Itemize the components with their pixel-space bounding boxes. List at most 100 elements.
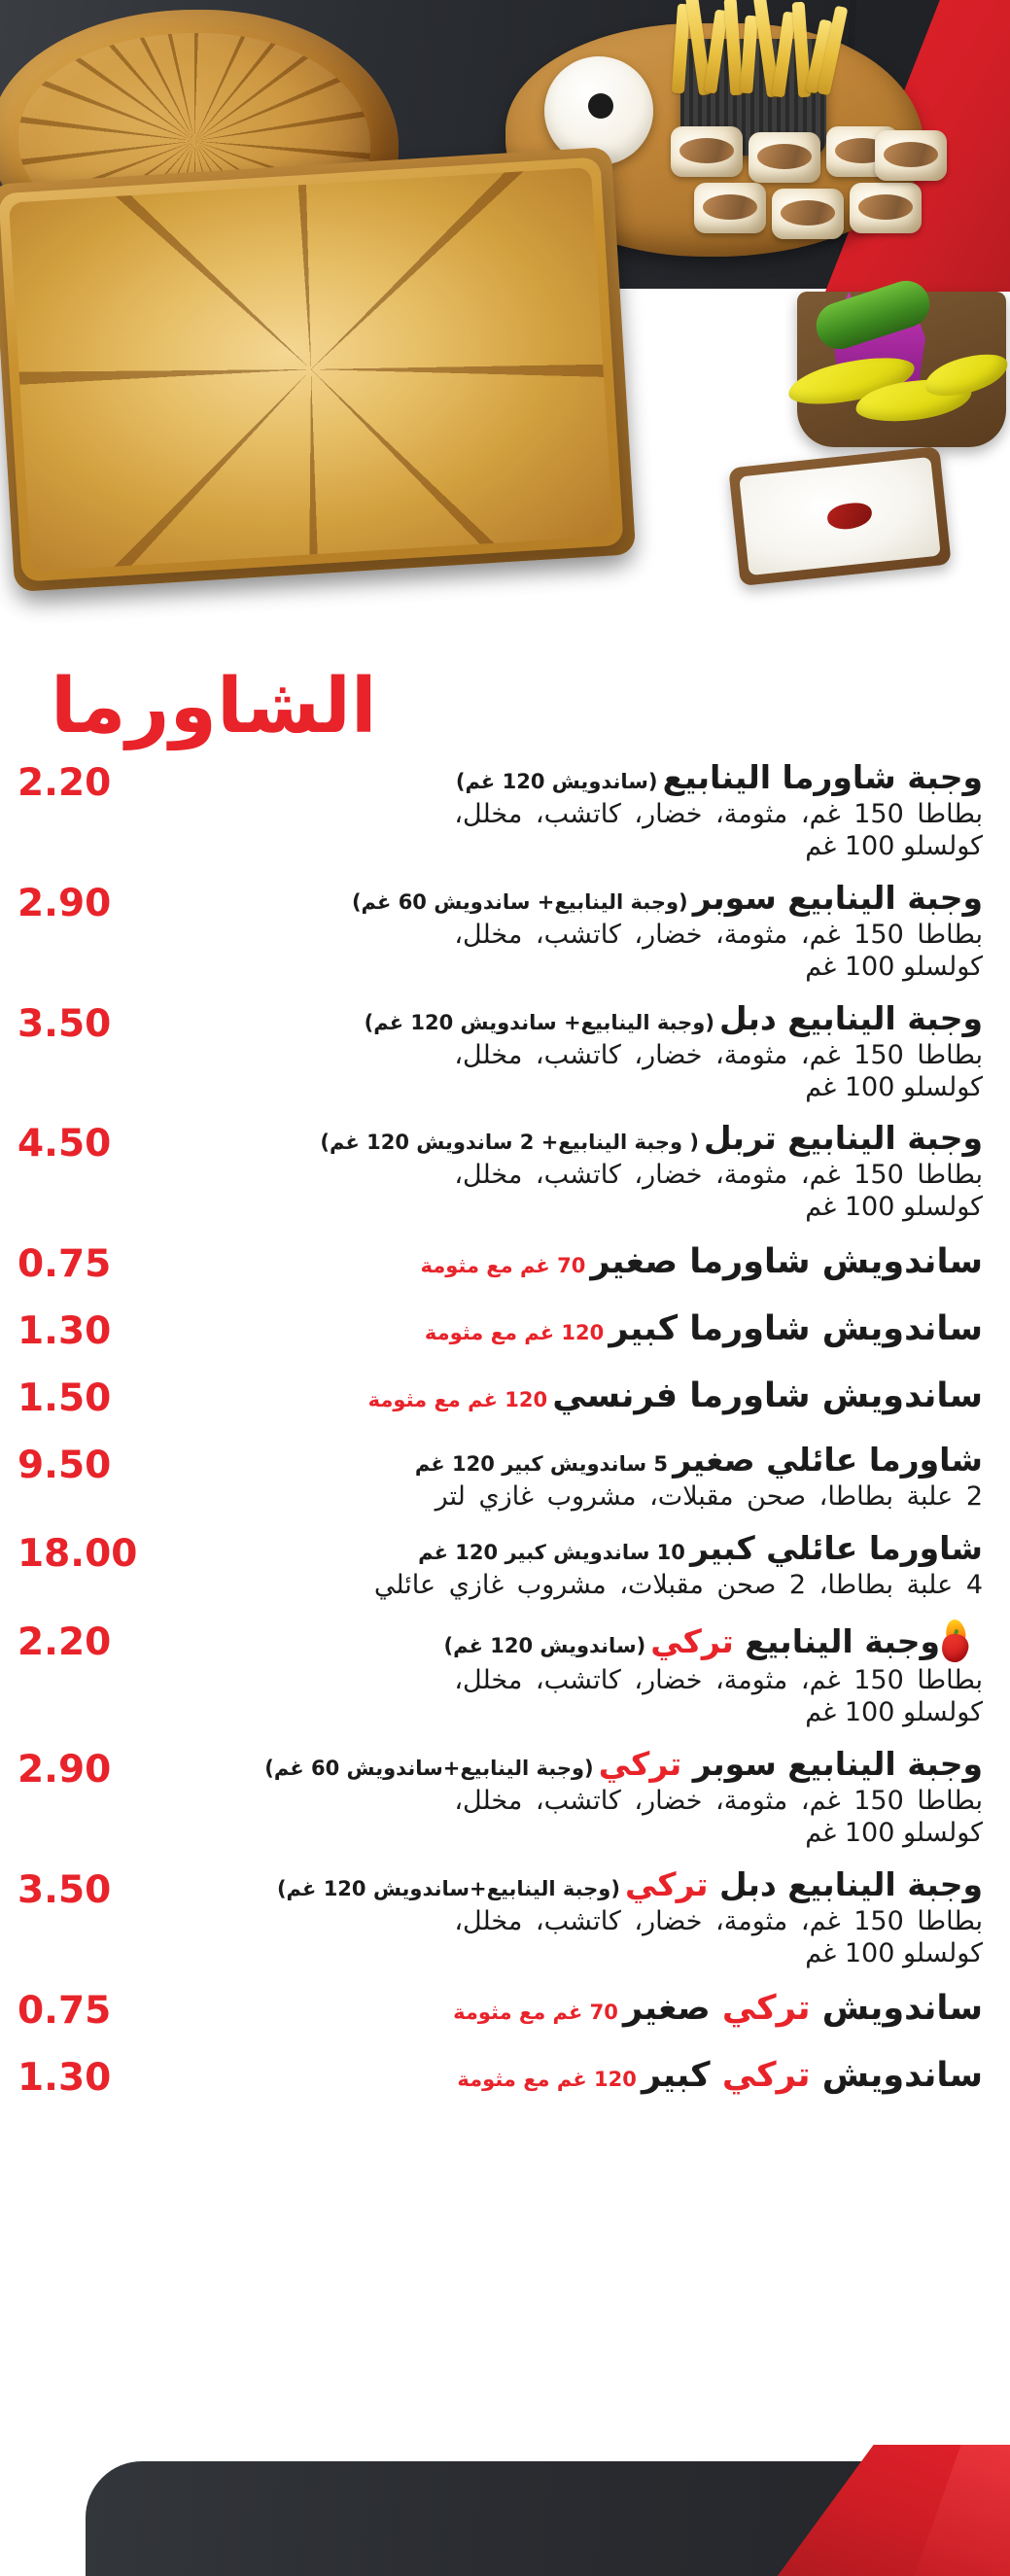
- spicy-chili-flame-icon: [939, 1618, 973, 1665]
- menu-item: 3.50 وجبة الينابيع دبل (وجبة الينابيع+ سا…: [0, 999, 1010, 1104]
- menu-item-row: 2.20 وجبة الينابيع تركي (ساندويش 120 غم) ب…: [0, 1618, 1010, 1729]
- menu-item: 1.30 ساندويش تركي كبير 120 غم مع مثومة: [0, 2055, 1010, 2097]
- item-price: 4.50: [17, 1122, 112, 1166]
- yogurt-dip-dish: [728, 445, 952, 587]
- item-quantity: (وجبة الينابيع+ساندويش 120 غم): [276, 1876, 620, 1900]
- item-price: 2.20: [17, 761, 112, 805]
- item-name-base: ساندويش شاورما كبير: [609, 1309, 983, 1349]
- menu-item-row: 3.50 وجبة الينابيع دبل تركي (وجبة الينابي…: [0, 1864, 1010, 1970]
- item-name-line: ساندويش تركي صغير 70 غم مع مثومة: [126, 1989, 983, 2028]
- item-text-block: وجبة شاورما الينابيع (ساندويش 120 غم) بطا…: [111, 758, 984, 863]
- menu-item: 2.90 وجبة الينابيع سوبر (وجبة الينابيع+ س…: [0, 878, 1010, 984]
- item-description: 2 علبة بطاطا، صحن مقبلات، مشروب غازي لتر: [435, 1481, 983, 1513]
- item-text-block: وجبة الينابيع دبل (وجبة الينابيع+ ساندوي…: [111, 999, 984, 1104]
- item-quantity: 120 غم مع مثومة: [424, 1321, 605, 1345]
- item-name-line: ساندويش شاورما فرنسي 120 غم مع مثومة: [126, 1377, 984, 1415]
- item-price: 3.50: [17, 1001, 112, 1046]
- item-description-line2: كولسلو 100 غم: [805, 951, 983, 982]
- item-name-base: وجبة الينابيع دبل: [708, 1864, 983, 1903]
- item-text-block: شاورما عائلي صغير 5 ساندويش كبير 120 غم 2…: [111, 1441, 983, 1514]
- item-quantity: (ساندويش 120 غم): [455, 770, 658, 793]
- item-name: شاورما عائلي كبير: [690, 1529, 983, 1567]
- item-price: 1.30: [17, 2055, 112, 2100]
- page-title: الشاورما: [51, 663, 378, 750]
- item-name: وجبة الينابيع سوبر تركي: [599, 1744, 984, 1783]
- item-description: بطاطا 150 غم، مثومة، خضار، كاتشب، مخلل،: [454, 1785, 983, 1816]
- section-title-row: الشاورما: [0, 669, 1010, 754]
- item-quantity: (وجبة الينابيع+ ساندويش 120 غم): [364, 1010, 714, 1034]
- item-description-line2: كولسلو 100 غم: [805, 1937, 983, 1968]
- shawarma-rolls: [671, 126, 953, 272]
- item-name-base: شاورما عائلي صغير: [673, 1441, 983, 1479]
- item-name: وجبة الينابيع دبل: [719, 999, 983, 1037]
- hero-image: [0, 0, 1010, 680]
- item-name-base: وجبة الينابيع دبل: [719, 998, 983, 1037]
- item-quantity: (وجبة الينابيع+ساندويش 60 غم): [264, 1756, 594, 1780]
- item-name-base: ساندويش: [810, 2055, 984, 2095]
- menu-item: 3.50 وجبة الينابيع دبل تركي (وجبة الينابي…: [0, 1864, 1010, 1970]
- menu-item-row: 4.50 وجبة الينابيع تربل ( وجبة الينابيع+ …: [0, 1121, 1010, 1224]
- item-name-line: وجبة الينابيع تركي (ساندويش 120 غم): [126, 1618, 983, 1665]
- item-name-base: وجبة شاورما الينابيع: [662, 758, 984, 796]
- item-name-line: ساندويش تركي كبير 120 غم مع مثومة: [126, 2055, 984, 2095]
- item-quantity: 70 غم مع مثومة: [420, 1254, 586, 1278]
- menu-item: 1.30 ساندويش شاورما كبير 120 غم مع مثومة: [0, 1308, 1010, 1351]
- menu-item: 2.20 وجبة شاورما الينابيع (ساندويش 120 غم…: [0, 758, 1010, 863]
- item-name: وجبة الينابيع سوبر: [692, 878, 984, 917]
- item-quantity: 120 غم مع مثومة: [367, 1388, 548, 1412]
- menu-item-row: 2.20 وجبة شاورما الينابيع (ساندويش 120 غم…: [0, 758, 1010, 863]
- item-text-block: ساندويش شاورما كبير 120 غم مع مثومة: [111, 1310, 983, 1348]
- item-quantity: ( وجبة الينابيع+ 2 ساندويش 120 غم): [320, 1131, 699, 1155]
- item-price: 18.00: [17, 1532, 138, 1577]
- menu-item-row: 0.75 ساندويش تركي صغير 70 غم مع مثومة: [0, 1988, 1010, 2030]
- item-name-line: شاورما عائلي صغير 5 ساندويش كبير 120 غم: [126, 1441, 983, 1479]
- item-name-base: وجبة الينابيع تربل: [704, 1119, 983, 1158]
- menu-item: 9.50 شاورما عائلي صغير 5 ساندويش كبير 120…: [0, 1441, 1010, 1514]
- item-text-block: وجبة الينابيع سوبر (وجبة الينابيع+ ساندو…: [111, 878, 984, 984]
- item-text-block: ساندويش تركي صغير 70 غم مع مثومة: [111, 1989, 983, 2028]
- item-text-block: وجبة الينابيع سوبر تركي (وجبة الينابيع+س…: [111, 1744, 984, 1850]
- item-text-block: شاورما عائلي كبير 10 ساندويش كبير 120 غم…: [137, 1529, 983, 1602]
- item-description-line2: كولسلو 100 غم: [805, 830, 983, 861]
- item-name-line: وجبة الينابيع دبل تركي (وجبة الينابيع+سا…: [126, 1864, 983, 1903]
- item-description: بطاطا 150 غم، مثومة، خضار، كاتشب، مخلل،: [454, 1160, 983, 1191]
- item-description: بطاطا 150 غم، مثومة، خضار، كاتشب، مخلل،: [454, 1905, 983, 1936]
- item-name-line: وجبة الينابيع دبل (وجبة الينابيع+ ساندوي…: [126, 999, 984, 1037]
- item-price: 3.50: [17, 1867, 112, 1912]
- item-name-line: وجبة الينابيع سوبر تركي (وجبة الينابيع+س…: [126, 1744, 984, 1783]
- item-description-line2: كولسلو 100 غم: [805, 1697, 983, 1728]
- item-name-highlight: تركي: [625, 1864, 709, 1903]
- menu-item: 2.90 وجبة الينابيع سوبر تركي (وجبة اليناب…: [0, 1744, 1010, 1850]
- menu-item: 2.20 وجبة الينابيع تركي (ساندويش 120 غم) ب…: [0, 1618, 1010, 1729]
- item-name-base: وجبة الينابيع سوبر: [681, 1744, 984, 1783]
- item-price: 2.20: [17, 1620, 112, 1665]
- item-quantity: 70 غم مع مثومة: [453, 2000, 618, 2024]
- item-description-line2: كولسلو 100 غم: [805, 1192, 983, 1223]
- item-description-line2: كولسلو 100 غم: [805, 1817, 983, 1848]
- menu-item-row: 1.50 ساندويش شاورما فرنسي 120 غم مع مثومة: [0, 1375, 1010, 1418]
- fries: [671, 0, 849, 101]
- item-name-highlight: تركي: [650, 1622, 734, 1661]
- item-name: ساندويش شاورما كبير: [609, 1309, 983, 1348]
- menu-item-row: 18.00 شاورما عائلي كبير 10 ساندويش كبير 1…: [0, 1529, 1010, 1602]
- item-text-block: وجبة الينابيع تربل ( وجبة الينابيع+ 2 سا…: [111, 1121, 983, 1224]
- saj-pizza-center: [0, 157, 624, 582]
- item-text-block: ساندويش تركي كبير 120 غم مع مثومة: [111, 2055, 984, 2095]
- item-quantity: 5 ساندويش كبير 120 غم: [414, 1452, 669, 1477]
- menu-item: 0.75 ساندويش شاورما صغير 70 غم مع مثومة: [0, 1241, 1010, 1284]
- item-description: بطاطا 150 غم، مثومة، خضار، كاتشب، مخلل،: [454, 1665, 983, 1696]
- item-name-base: وجبة الينابيع سوبر: [692, 878, 984, 917]
- menu-item: 4.50 وجبة الينابيع تربل ( وجبة الينابيع+ …: [0, 1121, 1010, 1224]
- item-name-base: وجبة الينابيع: [733, 1622, 940, 1661]
- footer-band: [0, 2445, 1010, 2576]
- item-name: شاورما عائلي صغير: [673, 1441, 983, 1479]
- item-name-line: وجبة الينابيع تربل ( وجبة الينابيع+ 2 سا…: [126, 1121, 983, 1157]
- item-name-line: ساندويش شاورما صغير 70 غم مع مثومة: [126, 1242, 984, 1281]
- item-name-base: ساندويش شاورما صغير: [590, 1242, 983, 1282]
- menu-item-row: 1.30 ساندويش شاورما كبير 120 غم مع مثومة: [0, 1308, 1010, 1351]
- item-name: ساندويش شاورما صغير: [590, 1242, 983, 1281]
- item-name-line: وجبة شاورما الينابيع (ساندويش 120 غم): [126, 758, 984, 796]
- item-text-block: ساندويش شاورما صغير 70 غم مع مثومة: [111, 1242, 984, 1281]
- menu-item-row: 2.90 وجبة الينابيع سوبر (وجبة الينابيع+ س…: [0, 878, 1010, 984]
- item-price: 2.90: [17, 1747, 112, 1792]
